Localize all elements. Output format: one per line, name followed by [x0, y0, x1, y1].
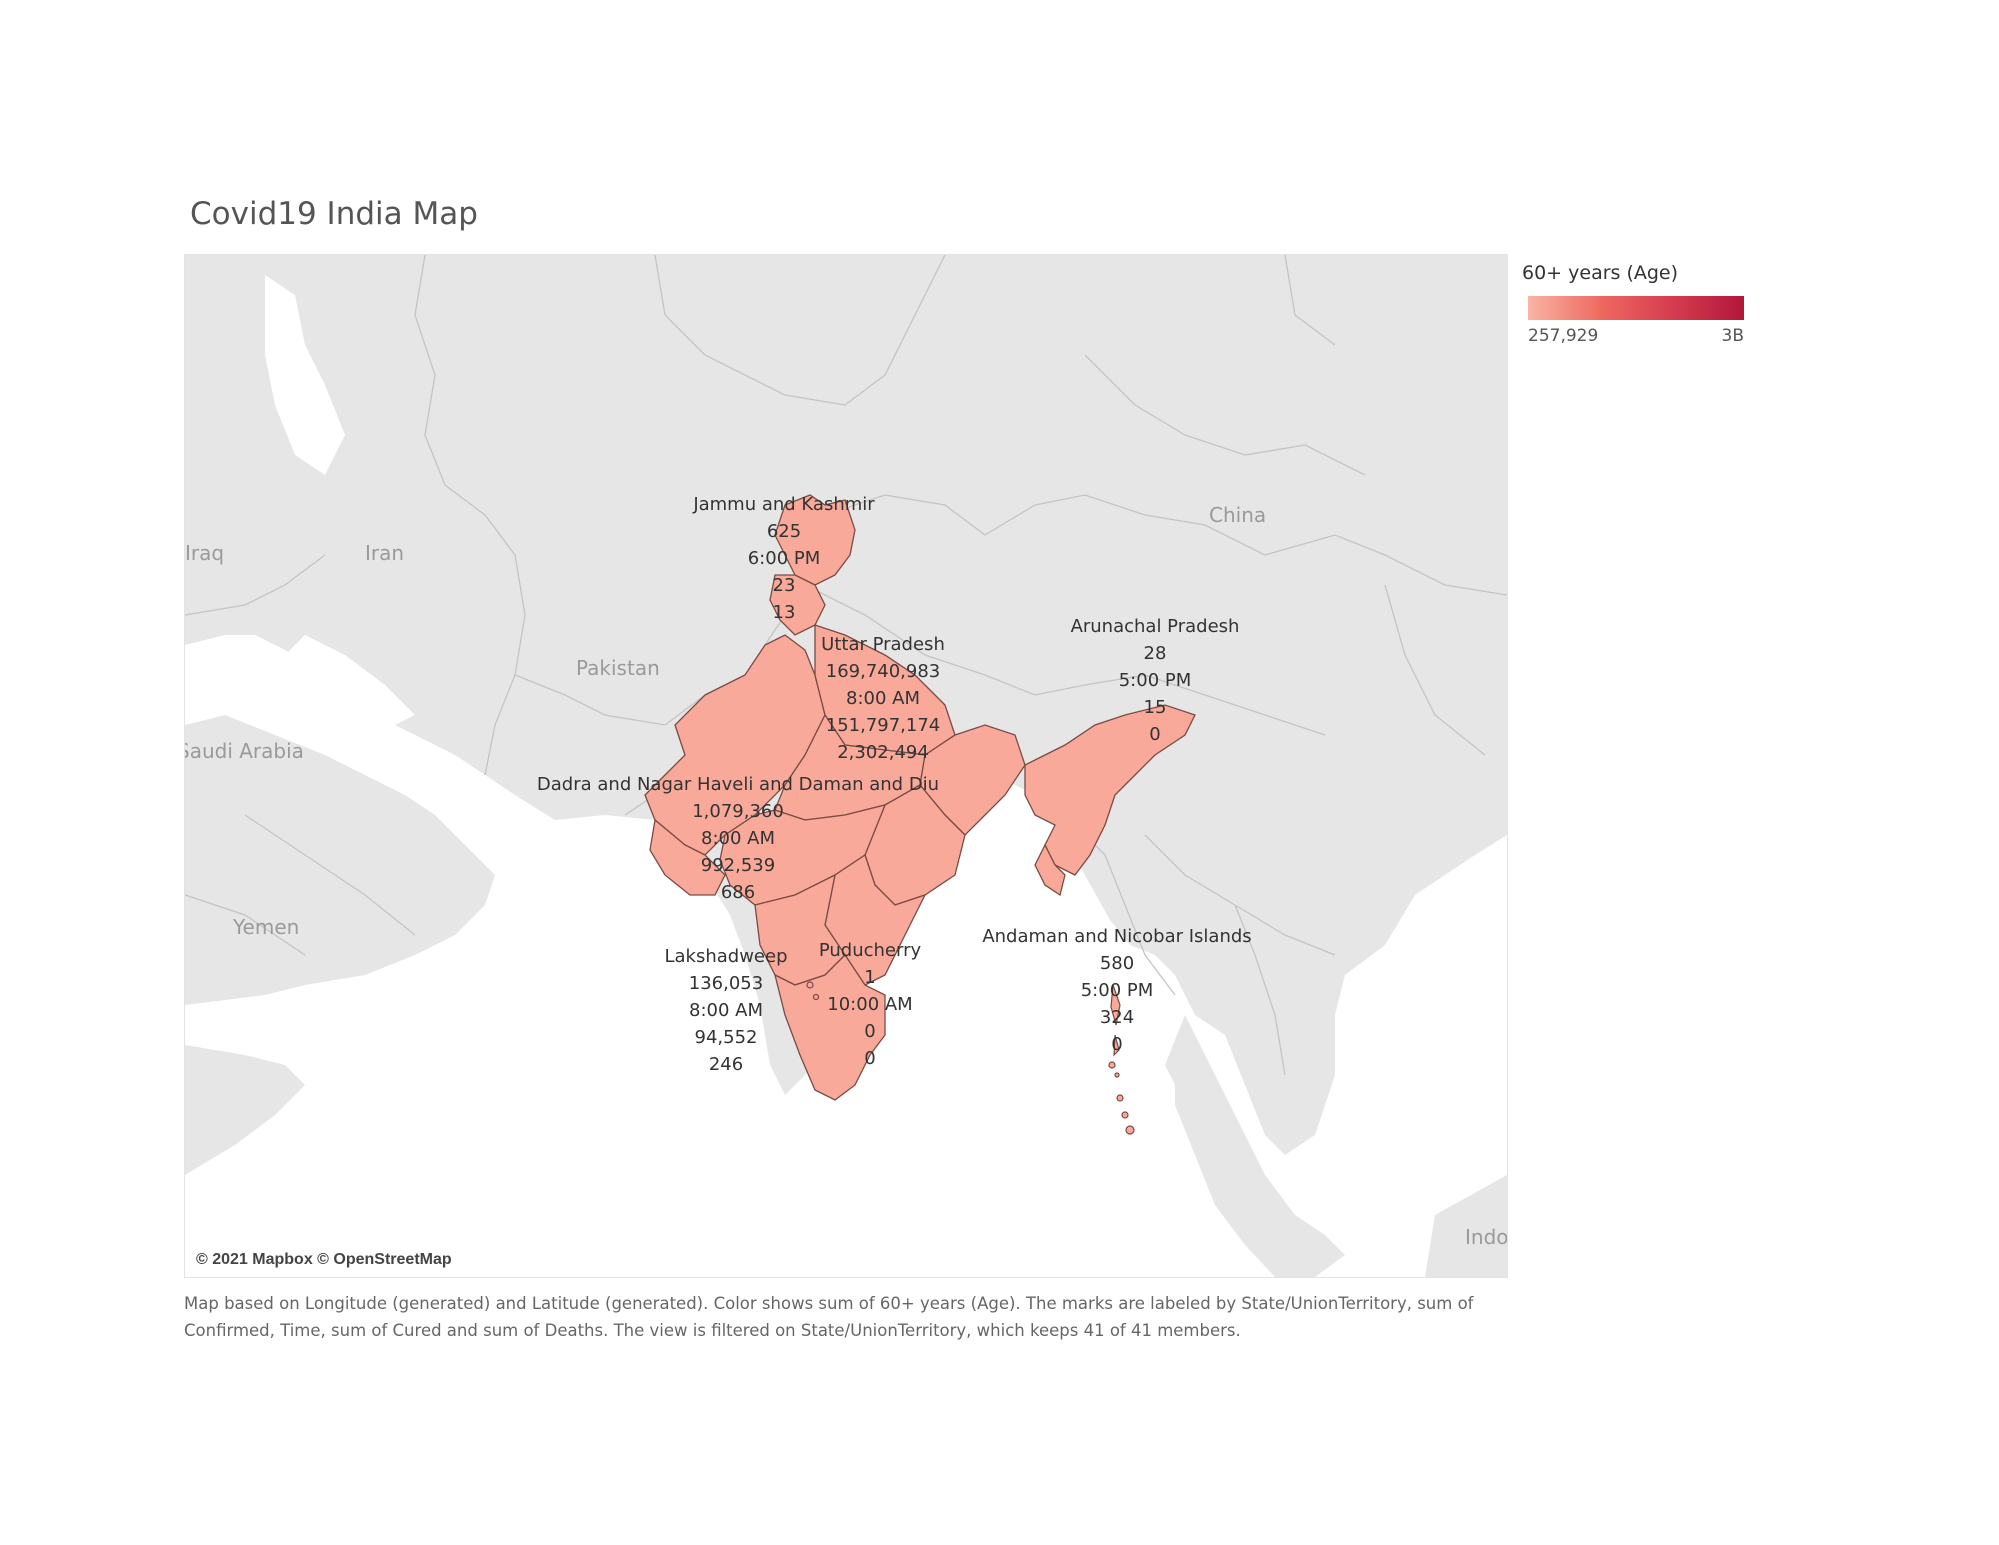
basemap [185, 255, 1507, 1277]
mark-cured: 324 [1099, 1007, 1135, 1028]
mark-state: Dadra and Nagar Haveli and Daman and Diu [536, 774, 940, 795]
color-legend: 60+ years (Age) 257,929 3B [1522, 262, 1752, 352]
mark-confirmed: 1 [864, 967, 876, 988]
mark-confirmed: 1,079,360 [692, 801, 784, 822]
mark-deaths: 13 [772, 602, 796, 623]
mark-deaths: 0 [1111, 1034, 1123, 1055]
mark-confirmed: 625 [766, 521, 802, 542]
country-label-indonesia: Indonesia [1465, 1225, 1508, 1249]
mark-deaths: 246 [708, 1054, 744, 1075]
mark-time: 5:00 PM [1080, 980, 1154, 1001]
country-label-china: China [1209, 503, 1267, 527]
mark-label-dadra-and-nagar-haveli[interactable]: Dadra and Nagar Haveli and Daman and Diu… [537, 771, 939, 906]
mark-label-andaman-and-nicobar[interactable]: Andaman and Nicobar Islands 580 5:00 PM … [982, 923, 1251, 1058]
mark-confirmed: 28 [1143, 643, 1167, 664]
country-label-iraq: Iraq [185, 541, 225, 565]
mark-time: 10:00 AM [827, 994, 913, 1015]
mark-label-puducherry[interactable]: Puducherry 1 10:00 AM 0 0 [819, 937, 921, 1072]
mark-cured: 23 [772, 575, 796, 596]
country-label-iran: Iran [365, 541, 405, 565]
mark-confirmed: 169,740,983 [825, 661, 941, 682]
country-label-saudi-arabia: Saudi Arabia [184, 739, 304, 763]
map-attribution[interactable]: © 2021 Mapbox © OpenStreetMap [196, 1251, 452, 1268]
mark-cured: 0 [864, 1021, 876, 1042]
country-label-yemen: Yemen [233, 915, 300, 939]
mark-confirmed: 136,053 [688, 973, 764, 994]
mark-cured: 151,797,174 [825, 715, 941, 736]
mark-deaths: 2,302,494 [837, 742, 929, 763]
legend-min-label: 257,929 [1528, 326, 1599, 346]
mark-time: 6:00 PM [747, 548, 821, 569]
mark-time: 8:00 AM [689, 1000, 763, 1021]
mark-label-lakshadweep[interactable]: Lakshadweep 136,053 8:00 AM 94,552 246 [664, 943, 787, 1078]
mark-deaths: 0 [864, 1048, 876, 1069]
mark-time: 5:00 PM [1118, 670, 1192, 691]
mark-label-uttar-pradesh[interactable]: Uttar Pradesh 169,740,983 8:00 AM 151,79… [821, 631, 945, 766]
mark-confirmed: 580 [1099, 953, 1135, 974]
mark-state: Uttar Pradesh [821, 634, 945, 655]
mark-deaths: 0 [1149, 724, 1161, 745]
mark-state: Puducherry [818, 940, 922, 961]
mark-time: 8:00 AM [845, 688, 920, 709]
mark-state: Jammu and Kashmir [693, 494, 875, 515]
mark-cured: 992,539 [700, 855, 776, 876]
mark-state: Lakshadweep [664, 946, 788, 967]
country-label-pakistan: Pakistan [576, 656, 660, 680]
mark-state: Andaman and Nicobar Islands [982, 926, 1252, 947]
andaman-islands [1108, 984, 1135, 1135]
page-title: Covid19 India Map [190, 196, 478, 232]
map-view[interactable]: Iraq Iran Pakistan Saudi Arabia Yemen Ch… [184, 254, 1508, 1278]
mark-time: 8:00 AM [700, 828, 775, 849]
legend-title: 60+ years (Age) [1522, 262, 1679, 284]
mark-label-jammu-and-kashmir[interactable]: Jammu and Kashmir 625 6:00 PM 23 13 [693, 491, 874, 626]
india-choropleth [644, 494, 1196, 1101]
legend-color-ramp [1528, 296, 1744, 320]
mark-cured: 94,552 [694, 1027, 758, 1048]
mark-cured: 15 [1143, 697, 1167, 718]
map-caption: Map based on Longitude (generated) and L… [184, 1294, 1474, 1340]
legend-max-label: 3B [1721, 326, 1744, 346]
mark-deaths: 686 [720, 882, 756, 903]
mark-state: Arunachal Pradesh [1070, 616, 1240, 637]
lakshadweep-islands [806, 981, 820, 1001]
mark-label-arunachal-pradesh[interactable]: Arunachal Pradesh 28 5:00 PM 15 0 [1071, 613, 1240, 748]
